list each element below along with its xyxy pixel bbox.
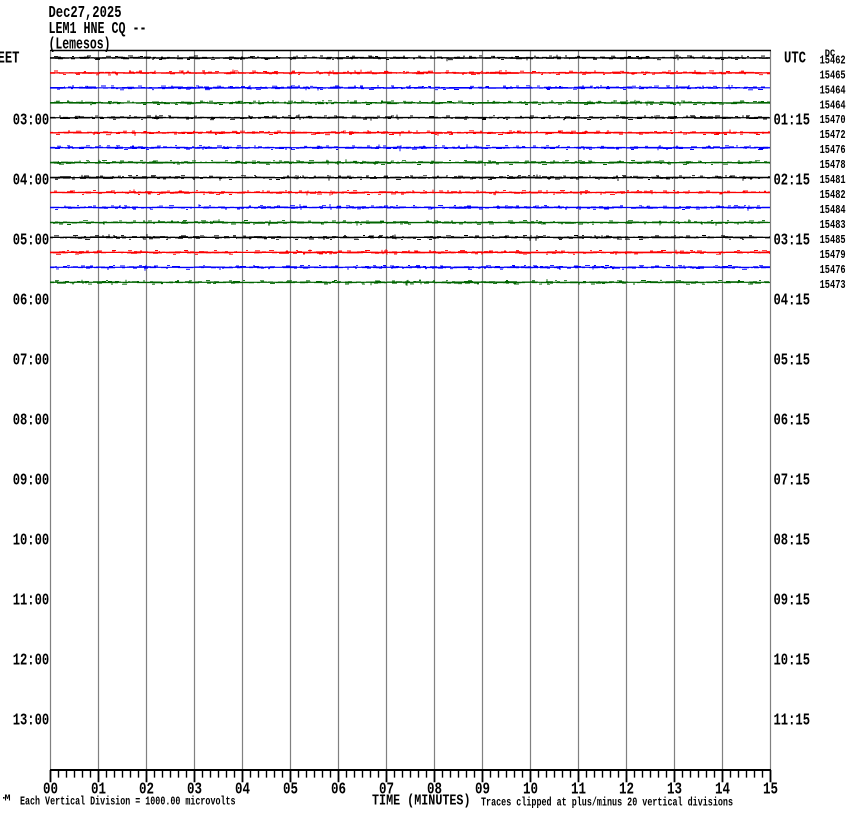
svg-text:06: 06 (331, 780, 346, 799)
svg-text:UTC: UTC (784, 49, 806, 68)
svg-text:08:15: 08:15 (774, 531, 811, 550)
svg-text:05: 05 (283, 780, 298, 799)
svg-text:15481: 15481 (820, 173, 846, 187)
svg-text:M: M (5, 794, 11, 804)
svg-text:DC: DC (825, 48, 836, 60)
svg-text:15465: 15465 (820, 68, 846, 82)
svg-text:04:15: 04:15 (774, 291, 811, 310)
svg-text:15470: 15470 (820, 113, 846, 127)
svg-text:01:15: 01:15 (774, 111, 811, 130)
svg-text:Dec27,2025: Dec27,2025 (49, 4, 122, 23)
svg-text:TIME (MINUTES): TIME (MINUTES) (372, 794, 471, 810)
svg-text:15462: 15462 (820, 53, 846, 67)
svg-text:09: 09 (475, 780, 490, 799)
svg-text:03:00: 03:00 (13, 111, 50, 130)
svg-text:02:15: 02:15 (774, 171, 811, 190)
svg-text:15479: 15479 (820, 248, 846, 262)
svg-text:04:00: 04:00 (13, 171, 50, 190)
svg-text:06:15: 06:15 (774, 411, 811, 430)
svg-text:15483: 15483 (820, 218, 846, 232)
svg-text:00: 00 (43, 780, 58, 799)
svg-text:03: 03 (187, 780, 202, 799)
svg-text:10: 10 (523, 780, 538, 799)
svg-text:07:15: 07:15 (774, 471, 811, 490)
svg-text:15476: 15476 (820, 143, 846, 157)
svg-text:06:00: 06:00 (13, 291, 50, 310)
svg-text:13: 13 (667, 780, 682, 799)
svg-text:15485: 15485 (820, 233, 846, 247)
svg-text:15473: 15473 (820, 278, 846, 292)
svg-text:15478: 15478 (820, 158, 846, 172)
svg-text:08:00: 08:00 (13, 411, 50, 430)
svg-text:15464: 15464 (820, 83, 846, 97)
svg-text:15484: 15484 (820, 203, 846, 217)
svg-text:15464: 15464 (820, 98, 846, 112)
svg-text:10:15: 10:15 (774, 651, 811, 670)
svg-text:12: 12 (619, 780, 634, 799)
svg-text:10:00: 10:00 (13, 531, 50, 550)
svg-text:07:00: 07:00 (13, 351, 50, 370)
svg-text:13:00: 13:00 (13, 711, 50, 730)
svg-text:04: 04 (235, 780, 250, 799)
svg-text:09:00: 09:00 (13, 471, 50, 490)
svg-text:09:15: 09:15 (774, 591, 811, 610)
svg-text:LEM1 HNE CQ --: LEM1 HNE CQ -- (49, 20, 147, 39)
svg-text:12:00: 12:00 (13, 651, 50, 670)
svg-text:15472: 15472 (820, 128, 846, 142)
svg-text:07: 07 (379, 780, 394, 799)
svg-text:(Lemesos): (Lemesos) (49, 36, 111, 55)
svg-text:02: 02 (139, 780, 154, 799)
svg-text:15: 15 (763, 780, 778, 799)
svg-text:Each Vertical Division = 1000.: Each Vertical Division = 1000.00 microvo… (20, 794, 236, 808)
svg-text:11:00: 11:00 (13, 591, 50, 610)
svg-text:14: 14 (715, 780, 730, 799)
svg-text:11: 11 (571, 780, 586, 799)
svg-text:05:15: 05:15 (774, 351, 811, 370)
svg-text:Traces clipped at plus/minus 2: Traces clipped at plus/minus 20 vertical… (481, 797, 733, 810)
svg-text:08: 08 (427, 780, 442, 799)
svg-text:15476: 15476 (820, 263, 846, 277)
svg-text:05:00: 05:00 (13, 231, 50, 250)
svg-text:01: 01 (91, 780, 106, 799)
svg-text:15482: 15482 (820, 188, 846, 202)
svg-text:11:15: 11:15 (774, 711, 811, 730)
svg-text:EET: EET (0, 49, 20, 68)
svg-text:03:15: 03:15 (774, 231, 811, 250)
